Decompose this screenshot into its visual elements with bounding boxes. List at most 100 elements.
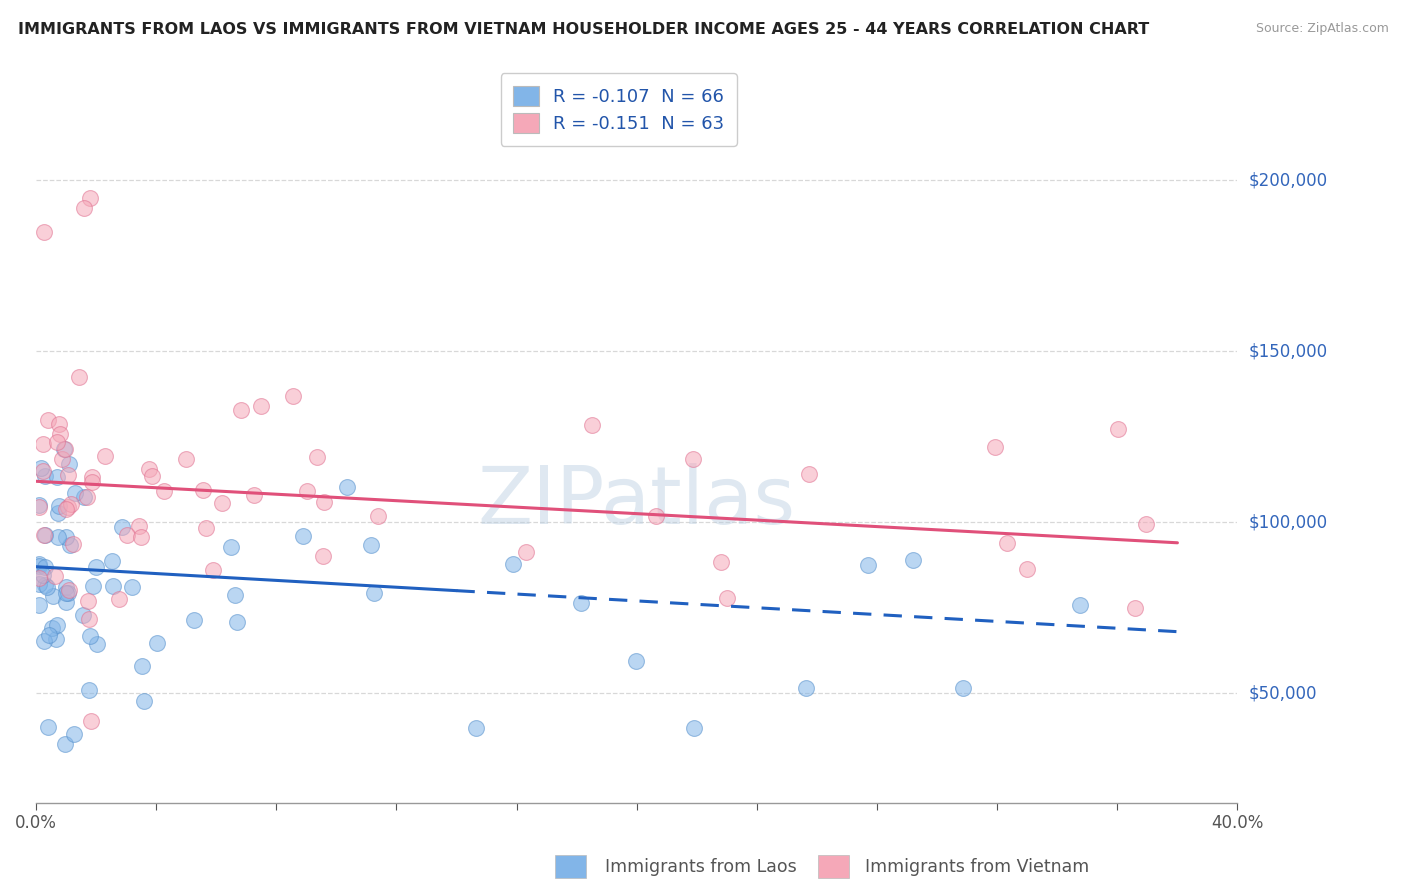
Point bbox=[46, 506, 69, 520]
Point bbox=[624, 654, 647, 668]
Point bbox=[128, 519, 150, 533]
Point bbox=[1123, 601, 1146, 615]
Point bbox=[55, 595, 77, 609]
Point bbox=[131, 659, 153, 673]
Point bbox=[134, 694, 156, 708]
Point bbox=[42, 590, 65, 604]
Point bbox=[30, 461, 52, 475]
Point bbox=[367, 508, 389, 523]
Text: Immigrants from Laos: Immigrants from Laos bbox=[605, 858, 796, 876]
Point bbox=[63, 727, 86, 741]
Text: Immigrants from Vietnam: Immigrants from Vietnam bbox=[865, 858, 1088, 876]
Point bbox=[32, 568, 55, 582]
Point bbox=[34, 560, 56, 574]
Point bbox=[58, 457, 80, 471]
Point bbox=[58, 586, 80, 600]
Point bbox=[312, 549, 335, 563]
Point bbox=[77, 611, 100, 625]
Point bbox=[191, 483, 214, 497]
Point bbox=[710, 555, 733, 569]
Point bbox=[34, 468, 56, 483]
Point bbox=[34, 528, 56, 542]
Point bbox=[1069, 599, 1091, 613]
Point bbox=[94, 449, 117, 463]
Point bbox=[183, 613, 205, 627]
Text: ZIPatlas: ZIPatlas bbox=[478, 463, 796, 541]
Point bbox=[37, 720, 59, 734]
Point bbox=[121, 580, 143, 594]
Point bbox=[225, 615, 247, 629]
Point bbox=[67, 370, 90, 384]
Text: Source: ZipAtlas.com: Source: ZipAtlas.com bbox=[1256, 22, 1389, 36]
Point bbox=[44, 568, 66, 582]
Point bbox=[73, 491, 96, 505]
Point bbox=[131, 530, 153, 544]
Point bbox=[231, 402, 253, 417]
Point bbox=[138, 462, 160, 476]
Point bbox=[86, 637, 108, 651]
Point bbox=[82, 579, 104, 593]
Point bbox=[108, 591, 131, 606]
Point bbox=[28, 571, 51, 585]
Point bbox=[465, 722, 488, 736]
Point bbox=[53, 442, 76, 456]
Point bbox=[194, 521, 217, 535]
Point bbox=[79, 629, 101, 643]
Point bbox=[45, 470, 67, 484]
Point bbox=[28, 498, 51, 512]
Point bbox=[59, 497, 82, 511]
Point bbox=[32, 464, 55, 478]
Point bbox=[716, 591, 738, 606]
Point bbox=[48, 530, 70, 544]
Point bbox=[28, 557, 51, 571]
Point bbox=[28, 599, 51, 613]
Point bbox=[59, 538, 82, 552]
Point bbox=[79, 682, 101, 697]
Point bbox=[683, 721, 706, 735]
Point bbox=[201, 563, 224, 577]
Point bbox=[55, 502, 77, 516]
Point bbox=[146, 635, 169, 649]
Point bbox=[153, 483, 176, 498]
Point bbox=[55, 586, 77, 600]
Point bbox=[45, 632, 67, 647]
Point bbox=[28, 500, 51, 514]
Point bbox=[56, 500, 79, 514]
Point bbox=[53, 738, 76, 752]
Point bbox=[32, 225, 55, 239]
Legend: R = -0.107  N = 66, R = -0.151  N = 63: R = -0.107 N = 66, R = -0.151 N = 63 bbox=[501, 73, 737, 145]
Point bbox=[211, 496, 233, 510]
Point bbox=[56, 468, 79, 483]
Point bbox=[794, 681, 817, 695]
Point bbox=[995, 536, 1018, 550]
Text: $150,000: $150,000 bbox=[1249, 343, 1327, 360]
Text: $50,000: $50,000 bbox=[1249, 684, 1317, 702]
Point bbox=[28, 558, 51, 573]
Point bbox=[48, 499, 70, 513]
Point bbox=[55, 581, 77, 595]
Point bbox=[1017, 562, 1039, 576]
Point bbox=[243, 488, 266, 502]
Point bbox=[305, 450, 328, 464]
Point bbox=[363, 585, 385, 599]
Point bbox=[37, 413, 59, 427]
Point bbox=[983, 440, 1005, 454]
Point bbox=[80, 475, 103, 489]
Point bbox=[72, 607, 94, 622]
Point bbox=[51, 452, 73, 467]
Point bbox=[569, 596, 592, 610]
Point bbox=[250, 399, 273, 413]
Point bbox=[515, 545, 537, 559]
Point bbox=[32, 437, 55, 451]
Point bbox=[312, 494, 335, 508]
Point bbox=[38, 628, 60, 642]
Point bbox=[45, 618, 67, 632]
Point bbox=[62, 537, 84, 551]
Text: $200,000: $200,000 bbox=[1249, 171, 1327, 189]
Point bbox=[32, 633, 55, 648]
Point bbox=[77, 594, 100, 608]
Point bbox=[174, 452, 197, 467]
Point bbox=[291, 529, 314, 543]
Text: $100,000: $100,000 bbox=[1249, 513, 1327, 532]
Point bbox=[360, 538, 382, 552]
